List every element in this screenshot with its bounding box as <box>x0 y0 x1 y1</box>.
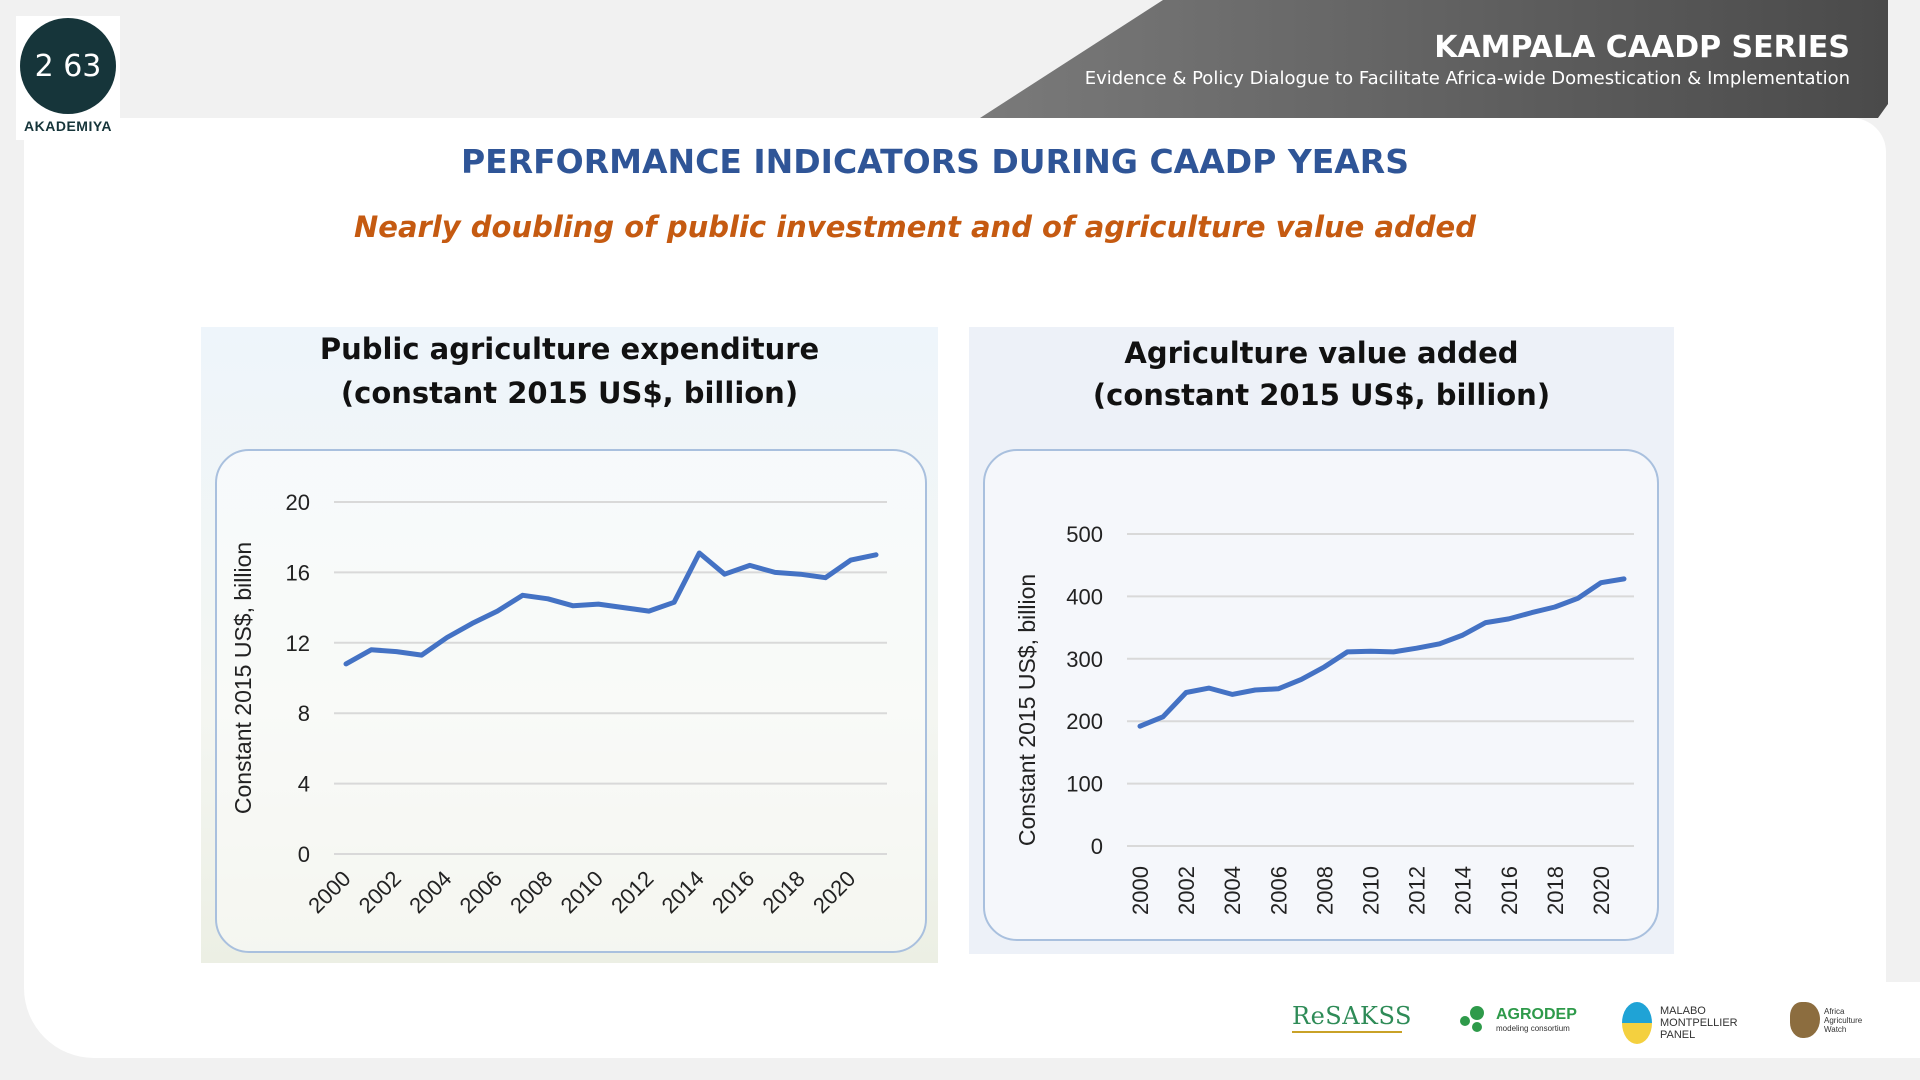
chart-subtitle: (constant 2015 US$, billion) <box>340 376 799 410</box>
y-tick-label: 4 <box>298 772 310 797</box>
banner-title: KAMPALA CAADP SERIES <box>1434 30 1850 65</box>
value-added-chart: 0 100 200 300 400 500 2000 2002 2004 2006 2008 2010… <box>1014 522 1634 915</box>
page-subtitle: Nearly doubling of public investment and… <box>354 210 1476 244</box>
chart-subtitle: (constant 2015 US$, billion) <box>1092 378 1551 412</box>
malabo-logo: MALABO MONTPELLIER PANEL <box>1622 1002 1750 1044</box>
x-tick-label: 2018 <box>1543 866 1568 915</box>
agrodep-label: AGRODEP <box>1496 1005 1577 1023</box>
x-tick-label: 2006 <box>1266 866 1291 915</box>
y-tick-label: 400 <box>1066 584 1103 609</box>
series-banner: KAMPALA CAADP SERIES Evidence & Policy D… <box>980 0 1888 118</box>
x-tick-label: 2012 <box>606 866 658 918</box>
x-tick-label: 2008 <box>505 866 557 918</box>
y-tick-label: 300 <box>1066 647 1103 672</box>
x-tick-label: 2008 <box>1312 866 1337 915</box>
x-tick-label: 2002 <box>354 866 406 918</box>
series-line <box>1137 576 1627 729</box>
x-tick-label: 2004 <box>1220 866 1245 915</box>
malabo-circle-icon <box>1622 1002 1652 1044</box>
chart-frame <box>983 449 1659 941</box>
x-tick-label: 2016 <box>1497 866 1522 915</box>
banner-subtitle: Evidence & Policy Dialogue to Facilitate… <box>1084 68 1850 89</box>
x-tick-label: 2012 <box>1405 866 1430 915</box>
x-tick-label: 2020 <box>1589 866 1614 915</box>
y-axis-label: Constant 2015 US$, billion <box>230 542 256 814</box>
chart-title: Agriculture value added <box>1124 336 1519 370</box>
y-tick-label: 100 <box>1066 772 1103 797</box>
x-tick-label: 2006 <box>455 866 507 918</box>
africa-map-icon <box>1790 1002 1820 1038</box>
agrodep-dots-icon <box>1458 1002 1492 1036</box>
chart-panel-value-added: Agriculture value added (constant 2015 U… <box>969 327 1674 954</box>
chart-frame <box>215 449 927 953</box>
chart-panel-expenditure: Public agriculture expenditure (constant… <box>201 327 938 963</box>
x-tick-label: 2014 <box>1451 866 1476 915</box>
y-tick-label: 500 <box>1066 522 1103 547</box>
agrodep-sublabel: modeling consortium <box>1496 1023 1570 1033</box>
series-line <box>343 550 879 667</box>
y-tick-label: 200 <box>1066 709 1103 734</box>
x-tick-label: 2014 <box>657 866 709 918</box>
partner-logos: ReSAKSS AGRODEP modeling consortium MALA… <box>1260 982 1920 1058</box>
x-tick-label: 2020 <box>808 866 860 918</box>
resakss-logo: ReSAKSS <box>1292 1002 1412 1033</box>
y-axis-label: Constant 2015 US$, billion <box>1014 574 1040 846</box>
y-tick-label: 12 <box>286 631 310 656</box>
page-title: PERFORMANCE INDICATORS DURING CAADP YEAR… <box>461 142 1409 181</box>
agrodep-logo: AGRODEP modeling consortium <box>1458 1002 1577 1036</box>
akademiya-logo: 2 63 AKADEMIYA <box>16 16 120 140</box>
x-tick-label: 2000 <box>1128 866 1153 915</box>
y-tick-label: 0 <box>1091 834 1103 859</box>
x-tick-label: 2018 <box>758 866 810 918</box>
resakss-label: ReSAKSS <box>1292 1002 1412 1030</box>
y-tick-label: 0 <box>298 842 310 867</box>
x-tick-label: 2002 <box>1174 866 1199 915</box>
y-tick-label: 8 <box>298 701 310 726</box>
banner-shape <box>980 0 1888 118</box>
y-tick-label: 20 <box>286 490 310 515</box>
logo-label: AKADEMIYA <box>24 118 112 134</box>
x-tick-label: 2010 <box>1358 866 1383 915</box>
aaw-logo: Africa Agriculture Watch <box>1790 1002 1870 1038</box>
x-tick-label: 2010 <box>556 866 608 918</box>
aaw-label: Africa Agriculture Watch <box>1824 1006 1863 1034</box>
chart-title: Public agriculture expenditure <box>319 332 820 366</box>
x-tick-label: 2000 <box>303 866 355 918</box>
x-tick-label: 2004 <box>404 866 456 918</box>
logo-disc <box>20 18 116 114</box>
y-tick-label: 16 <box>286 560 310 585</box>
logo-number: 2 63 <box>34 48 102 84</box>
expenditure-chart: 0481216202000200220042006200820102012201… <box>230 490 887 918</box>
malabo-label: MALABO MONTPELLIER PANEL <box>1660 1005 1738 1041</box>
resakss-underline <box>1292 1031 1402 1033</box>
x-tick-label: 2016 <box>707 866 759 918</box>
